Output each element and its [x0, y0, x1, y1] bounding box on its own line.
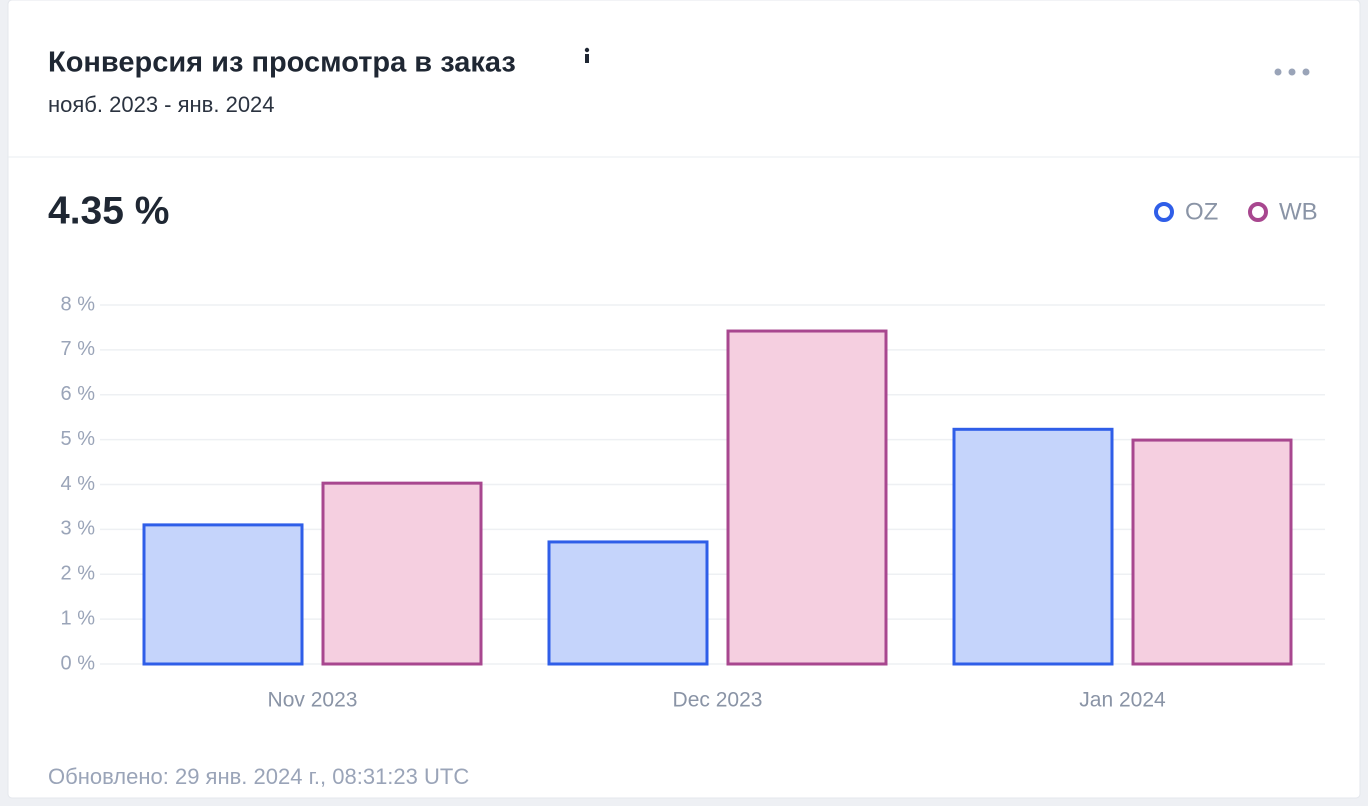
menu-dot [1274, 68, 1282, 76]
y-tick-label: 7 % [61, 338, 96, 360]
subtitle: нояб. 2023 - янв. 2024 [48, 92, 275, 117]
y-tick-label: 4 % [61, 473, 96, 495]
legend-label[interactable]: OZ [1185, 198, 1218, 225]
legend-label[interactable]: WB [1279, 198, 1318, 225]
info-icon[interactable] [584, 47, 590, 63]
x-tick-label: Jan 2024 [1079, 689, 1166, 712]
bar [321, 481, 483, 666]
y-tick-label: 0 % [61, 652, 96, 674]
y-tick-label: 8 % [61, 293, 96, 315]
y-tick-label: 2 % [61, 563, 96, 585]
y-tick-label: 3 % [61, 518, 96, 540]
y-tick-label: 5 % [61, 428, 96, 450]
bar [952, 427, 1114, 666]
bar [726, 329, 888, 666]
y-tick-label: 1 % [61, 607, 96, 629]
bar [547, 540, 709, 666]
menu-dot [1302, 68, 1310, 76]
legend-marker[interactable] [1154, 202, 1174, 222]
y-tick-label: 6 % [61, 383, 96, 405]
updated-at: Обновлено: 29 янв. 2024 г., 08:31:23 UTC [48, 764, 469, 789]
x-tick-label: Dec 2023 [673, 689, 763, 712]
menu-button[interactable] [1274, 68, 1310, 76]
menu-dot [1288, 68, 1296, 76]
title: Конверсия из просмотра в заказ [48, 47, 516, 79]
metric-value: 4.35 % [48, 189, 169, 232]
card-background [7, 0, 1361, 799]
legend-marker[interactable] [1248, 202, 1268, 222]
bar [1131, 438, 1293, 666]
info-dot [584, 47, 590, 53]
x-tick-label: Nov 2023 [268, 689, 358, 712]
info-stem [585, 54, 589, 63]
bar [142, 523, 304, 666]
